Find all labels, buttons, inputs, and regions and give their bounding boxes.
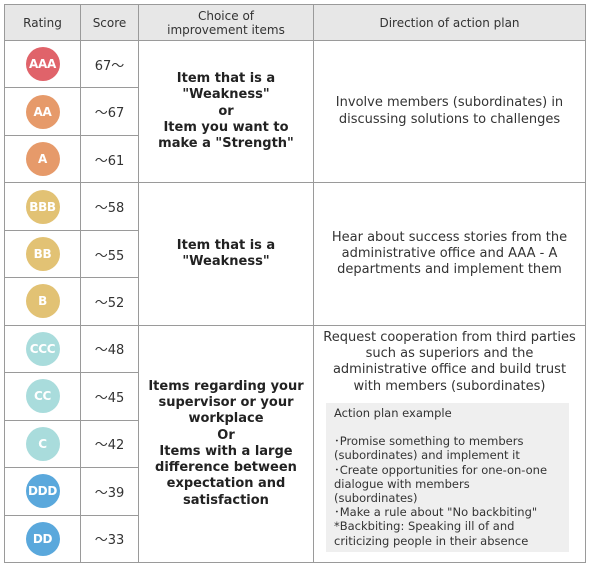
- rating-cell: BB: [4, 229, 81, 279]
- direction-line: administrative office and AAA - A: [341, 245, 558, 261]
- choice-line: "Weakness": [182, 254, 270, 270]
- direction-cell-group-3: Request cooperation from third parties s…: [313, 324, 586, 564]
- choice-line: workplace: [188, 411, 264, 427]
- choice-line: or: [218, 103, 234, 119]
- choice-line: Items regarding your: [148, 378, 304, 394]
- score-cell: ～61: [80, 134, 139, 184]
- choice-line: satisfaction: [183, 492, 269, 508]
- choice-cell-group-1: Item that is a "Weakness" or Item you wa…: [138, 39, 314, 184]
- table-row: AAA 67～ Item that is a "Weakness" or Ite…: [4, 39, 586, 184]
- score-cell: ～39: [80, 467, 139, 516]
- example-title: Action plan example: [334, 406, 452, 421]
- header-direction: Direction of action plan: [313, 4, 586, 41]
- rating-table: Rating Score Choice of improvement items…: [4, 4, 586, 564]
- score-cell: ～45: [80, 372, 139, 421]
- direction-line: such as superiors and the: [365, 346, 534, 362]
- direction-line: administrative office and build trust: [332, 362, 567, 378]
- header-choice: Choice of improvement items: [138, 4, 314, 41]
- example-line: (subordinates) and implement it: [334, 448, 520, 463]
- table-row: AA ～67: [4, 87, 586, 136]
- action-plan-example-box: Action plan example ･Promise something t…: [326, 403, 569, 552]
- example-line: (subordinates): [334, 491, 418, 506]
- header-row: Rating Score Choice of improvement items…: [4, 4, 586, 41]
- choice-line: Or: [217, 427, 235, 443]
- example-line: ･Promise something to members: [334, 434, 524, 449]
- choice-line: Item that is a: [176, 237, 276, 253]
- rating-badge: AAA: [25, 47, 60, 82]
- choice-line: "Weakness": [182, 87, 270, 103]
- direction-line: Hear about success stories from the: [331, 229, 568, 245]
- table-row: BB ～55: [4, 229, 586, 279]
- rating-cell: AA: [4, 87, 81, 136]
- score-cell: ～48: [80, 324, 139, 374]
- example-line: criticizing people in their absence: [334, 533, 529, 548]
- table-row: CCC ～48 Items regarding your supervisor …: [4, 324, 586, 564]
- choice-cell-group-2: Item that is a "Weakness": [138, 182, 314, 326]
- direction-line: departments and implement them: [337, 262, 562, 278]
- direction-cell-group-2: Hear about success stories from the admi…: [313, 182, 586, 326]
- direction-line: with members (subordinates): [353, 378, 546, 394]
- example-line: *Backbiting: Speaking ill of and: [334, 519, 515, 534]
- table-row: DD ～33: [4, 514, 586, 564]
- header-choice-line-2: improvement items: [167, 22, 285, 37]
- table-row: DDD ～39: [4, 467, 586, 516]
- score-cell: ～42: [80, 419, 139, 469]
- rating-cell: BBB: [4, 182, 81, 231]
- table-row: C ～42: [4, 419, 586, 469]
- choice-line: Item you want to: [163, 119, 289, 135]
- choice-line: expectation and: [166, 476, 286, 492]
- choice-line: difference between: [155, 460, 297, 476]
- rating-cell: C: [4, 419, 81, 469]
- direction-cell-group-1: Involve members (subordinates) in discus…: [313, 39, 586, 184]
- table-row: A ～61: [4, 134, 586, 184]
- choice-line: Items with a large: [159, 443, 293, 459]
- header-score: Score: [80, 4, 139, 41]
- rating-cell: DD: [4, 514, 81, 564]
- score-cell: 67～: [80, 39, 139, 89]
- rating-badge: BBB: [25, 189, 60, 224]
- rating-badge: DD: [25, 521, 60, 556]
- example-line: dialogue with members: [334, 476, 470, 491]
- example-line: ･Make a rule about "No backbiting": [334, 505, 538, 520]
- rating-cell: CCC: [4, 324, 81, 374]
- rating-badge: CC: [25, 379, 60, 414]
- score-cell: ～58: [80, 182, 139, 231]
- rating-cell: CC: [4, 372, 81, 421]
- header-rating: Rating: [4, 4, 81, 41]
- rating-badge: CCC: [25, 331, 60, 366]
- rating-cell: A: [4, 134, 81, 184]
- direction-line: Involve members (subordinates) in: [335, 95, 564, 111]
- rating-badge: DDD: [25, 474, 60, 509]
- choice-line: make a "Strength": [158, 136, 294, 152]
- rating-cell: B: [4, 277, 81, 326]
- table-row: B ～52: [4, 277, 586, 326]
- score-cell: ～33: [80, 514, 139, 564]
- header-choice-line-1: Choice of: [197, 8, 255, 23]
- rating-badge: B: [25, 284, 60, 319]
- rating-badge: AA: [25, 94, 60, 129]
- rating-cell: AAA: [4, 39, 81, 89]
- choice-cell-group-3: Items regarding your supervisor or your …: [138, 324, 314, 564]
- direction-line: discussing solutions to challenges: [338, 111, 561, 127]
- score-cell: ～67: [80, 87, 139, 136]
- rating-cell: DDD: [4, 467, 81, 516]
- score-cell: ～52: [80, 277, 139, 326]
- choice-line: supervisor or your: [158, 394, 294, 410]
- rating-badge: BB: [25, 237, 60, 272]
- rating-badge: A: [25, 142, 60, 177]
- table-row: BBB ～58 Item that is a "Weakness" Hear a…: [4, 182, 586, 326]
- choice-line: Item that is a: [176, 70, 276, 86]
- score-cell: ～55: [80, 229, 139, 279]
- rating-badge: C: [25, 426, 60, 461]
- example-line: ･Create opportunities for one-on-one: [334, 462, 548, 477]
- direction-line: Request cooperation from third parties: [323, 329, 576, 345]
- table-row: CC ～45: [4, 372, 586, 421]
